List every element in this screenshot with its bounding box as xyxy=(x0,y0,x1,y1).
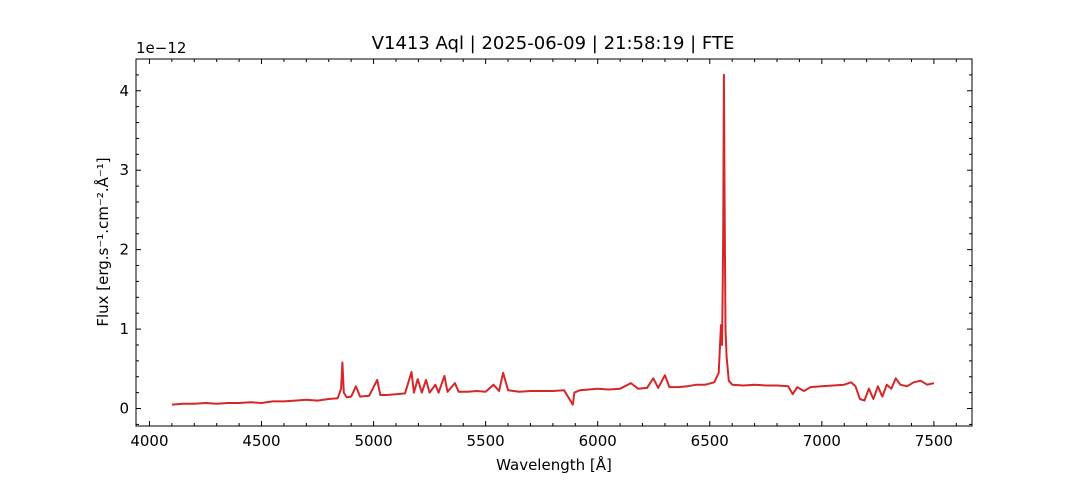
x-axis-label: Wavelength [Å] xyxy=(496,455,612,474)
y-offset-label: 1e−12 xyxy=(136,39,186,57)
y-tick-label: 0 xyxy=(119,400,129,418)
plot-frame xyxy=(135,58,973,427)
x-tick-label: 4500 xyxy=(242,432,280,450)
x-tick-label: 5500 xyxy=(467,432,505,450)
y-tick-label: 3 xyxy=(119,161,129,179)
x-axis-ticks: 4000 4500 5000 5500 6000 6500 7000 7500 xyxy=(130,59,957,450)
x-tick-label: 7000 xyxy=(803,432,841,450)
spectrum-series-line xyxy=(171,73,935,406)
y-tick-label: 4 xyxy=(119,82,129,100)
x-tick-label: 4000 xyxy=(130,432,168,450)
x-tick-label: 7500 xyxy=(915,432,953,450)
x-tick-label: 6500 xyxy=(691,432,729,450)
y-tick-label: 1 xyxy=(119,320,129,338)
chart-title: V1413 Aql | 2025-06-09 | 21:58:19 | FTE xyxy=(372,33,735,54)
y-tick-label: 2 xyxy=(119,241,129,259)
y-axis-label: Flux [erg.s⁻¹.cm⁻².Å⁻¹] xyxy=(93,157,112,326)
x-tick-label: 5000 xyxy=(354,432,392,450)
x-tick-label: 6000 xyxy=(579,432,617,450)
